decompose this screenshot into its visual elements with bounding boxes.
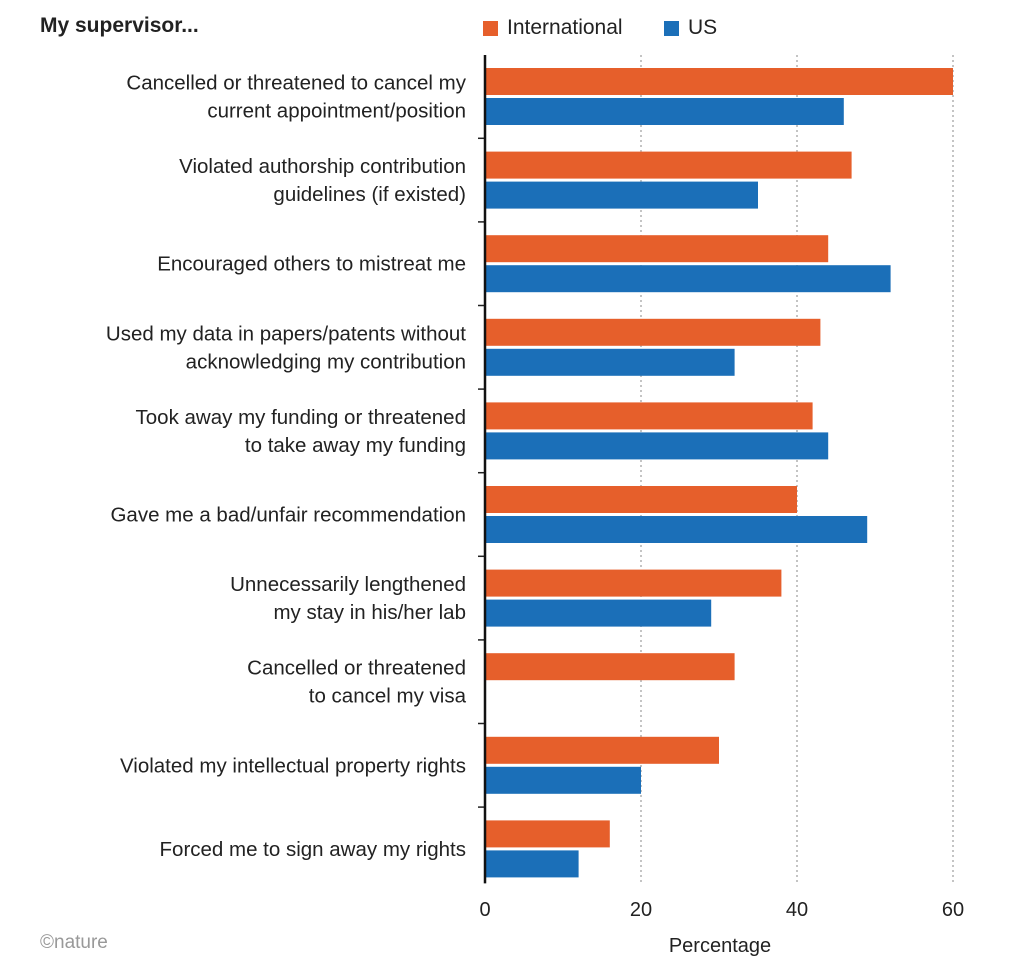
category-label-4-1: to take away my funding	[245, 434, 466, 457]
bar-international-5	[485, 486, 797, 513]
bar-us-4	[485, 432, 829, 460]
category-label-5-0: Gave me a bad/unfair recommendation	[110, 504, 466, 527]
bar-us-8	[485, 766, 641, 794]
bar-international-3	[485, 318, 821, 346]
legend-label-us: US	[688, 16, 718, 39]
x-tick-label-20: 20	[630, 899, 652, 921]
bar-us-5	[485, 516, 868, 543]
category-label-0-0: Cancelled or threatened to cancel my	[126, 72, 466, 95]
bar-international-1	[485, 151, 852, 179]
category-label-6-0: Unnecessarily lengthened	[230, 573, 466, 596]
bar-international-8	[485, 736, 719, 764]
bar-us-2	[485, 265, 891, 293]
category-label-7-0: Cancelled or threatened	[247, 657, 466, 680]
bar-us-6	[485, 599, 712, 627]
bar-international-9	[485, 820, 610, 848]
category-label-4-0: Took away my funding or threatened	[136, 406, 466, 429]
bar-international-2	[485, 235, 829, 263]
x-tick-label-0: 0	[479, 899, 490, 921]
bar-us-9	[485, 850, 579, 878]
category-label-3-0: Used my data in papers/patents without	[106, 322, 466, 345]
category-label-1-0: Violated authorship contribution	[179, 155, 466, 178]
bar-us-1	[485, 181, 758, 209]
chart-title: My supervisor...	[40, 14, 199, 37]
category-label-0-1: current appointment/position	[207, 100, 466, 123]
bar-international-7	[485, 653, 735, 681]
legend-international: International	[483, 16, 623, 40]
x-tick-label-60: 60	[942, 899, 964, 921]
x-tick-label-40: 40	[786, 899, 808, 921]
x-axis-label: Percentage	[669, 935, 771, 957]
category-label-3-1: acknowledging my contribution	[186, 350, 466, 373]
category-label-6-1: my stay in his/her lab	[273, 601, 466, 624]
category-label-1-1: guidelines (if existed)	[273, 183, 466, 206]
legend-label-international: International	[507, 16, 623, 39]
legend-us: US	[664, 16, 717, 40]
legend-swatch-international	[483, 20, 498, 36]
category-label-7-1: to cancel my visa	[309, 685, 467, 708]
bar-international-0	[485, 68, 953, 95]
legend-swatch-us	[664, 20, 679, 36]
nature-credit: ©nature	[40, 932, 108, 953]
category-label-9-0: Forced me to sign away my rights	[160, 838, 466, 861]
category-label-8-0: Violated my intellectual property rights	[120, 754, 466, 777]
category-label-2-0: Encouraged others to mistreat me	[157, 253, 466, 276]
bar-international-4	[485, 402, 813, 430]
bar-us-3	[485, 348, 735, 376]
bar-us-0	[485, 98, 844, 125]
bar-international-6	[485, 569, 782, 597]
